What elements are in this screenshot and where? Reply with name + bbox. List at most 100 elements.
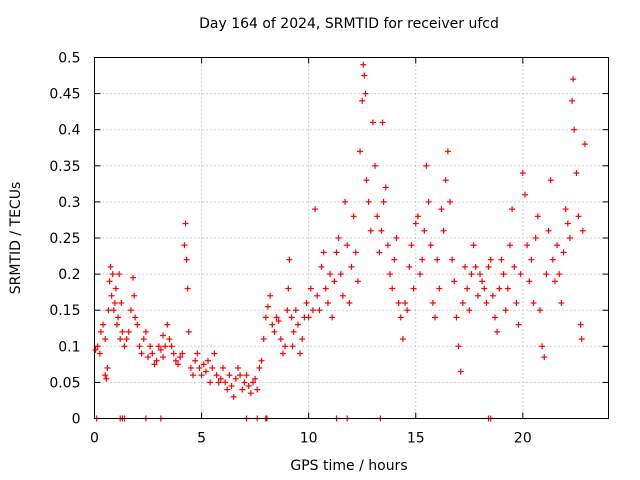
data-point xyxy=(109,271,116,278)
data-point xyxy=(245,383,252,390)
data-point xyxy=(217,375,224,382)
data-point xyxy=(344,242,351,249)
data-point xyxy=(187,364,194,371)
data-point xyxy=(262,314,269,321)
data-point xyxy=(393,235,400,241)
data-point xyxy=(162,343,169,350)
data-point xyxy=(509,206,516,213)
data-point xyxy=(342,198,349,205)
y-axis-ticks: 0 0.05 0.1 0.15 0.2 0.25 0.3 0.35 0.4 0.45 0.5 xyxy=(49,51,609,428)
data-point xyxy=(432,314,439,321)
data-point xyxy=(404,307,411,314)
data-point xyxy=(299,336,306,343)
data-point xyxy=(222,379,229,386)
data-point xyxy=(213,372,220,379)
data-point xyxy=(474,292,481,299)
x-tick-label: 5 xyxy=(197,431,206,447)
data-point xyxy=(414,213,421,220)
data-point xyxy=(127,307,134,314)
data-point xyxy=(215,379,222,386)
x-axis-ticks: 0 5 10 15 20 xyxy=(90,57,532,447)
data-point xyxy=(316,307,323,314)
data-point xyxy=(528,256,535,263)
data-point xyxy=(106,278,113,285)
data-point xyxy=(464,285,471,292)
data-point xyxy=(145,354,152,361)
data-point xyxy=(284,307,291,314)
data-point xyxy=(417,271,424,278)
data-point xyxy=(549,256,556,263)
data-point xyxy=(579,227,586,234)
data-point xyxy=(119,328,126,335)
data-point xyxy=(362,90,369,97)
data-point xyxy=(360,61,367,68)
data-point xyxy=(136,343,143,350)
data-point xyxy=(573,170,580,177)
data-point xyxy=(560,249,567,256)
data-point xyxy=(209,364,216,371)
data-point xyxy=(534,213,541,220)
data-point xyxy=(569,97,576,104)
data-point xyxy=(346,299,353,306)
data-point xyxy=(547,177,554,184)
data-point xyxy=(348,263,355,270)
data-point xyxy=(402,299,409,306)
data-point xyxy=(571,126,578,133)
data-point xyxy=(543,271,550,278)
data-point xyxy=(192,357,199,364)
data-point xyxy=(286,256,293,263)
data-point xyxy=(256,364,263,371)
data-point xyxy=(526,278,533,285)
data-point xyxy=(134,321,141,328)
data-point xyxy=(387,271,394,278)
data-point xyxy=(502,307,509,314)
data-point xyxy=(226,372,233,379)
chart-title: Day 164 of 2024, SRMTID for receiver ufc… xyxy=(199,16,499,32)
data-point xyxy=(357,148,364,155)
data-point xyxy=(397,314,404,321)
data-point xyxy=(372,162,379,169)
data-point xyxy=(275,318,282,325)
data-point xyxy=(399,336,406,343)
data-point xyxy=(513,299,520,306)
data-point xyxy=(440,227,447,234)
data-point xyxy=(455,343,462,350)
data-point xyxy=(121,343,128,350)
x-axis-label: GPS time / hours xyxy=(290,458,407,474)
data-point xyxy=(530,299,537,306)
data-point xyxy=(498,256,505,263)
data-point xyxy=(260,336,267,343)
data-point xyxy=(111,299,118,306)
data-point xyxy=(104,364,111,371)
data-point xyxy=(434,256,441,263)
data-point xyxy=(578,336,585,343)
y-tick-label: 0.4 xyxy=(58,123,80,139)
data-point xyxy=(361,72,368,79)
data-point xyxy=(521,191,528,198)
data-point xyxy=(380,198,387,205)
grid-lines xyxy=(94,57,609,419)
data-point xyxy=(374,213,381,220)
data-point xyxy=(147,343,154,350)
data-point xyxy=(354,278,361,285)
data-point xyxy=(258,357,265,364)
data-point xyxy=(267,292,274,299)
data-point xyxy=(554,242,561,249)
data-point xyxy=(108,292,115,299)
data-point xyxy=(468,271,475,278)
data-point xyxy=(97,328,104,335)
data-point xyxy=(337,271,344,278)
data-point xyxy=(551,278,558,285)
y-tick-label: 0 xyxy=(72,412,81,428)
x-tick-label: 0 xyxy=(90,431,99,447)
data-point xyxy=(183,256,190,263)
data-point xyxy=(224,386,231,393)
data-point xyxy=(489,292,496,299)
y-tick-label: 0.25 xyxy=(49,231,80,247)
data-point xyxy=(352,249,359,256)
data-point xyxy=(125,328,132,335)
data-point xyxy=(494,328,501,335)
data-point xyxy=(237,372,244,379)
data-point xyxy=(207,379,214,386)
